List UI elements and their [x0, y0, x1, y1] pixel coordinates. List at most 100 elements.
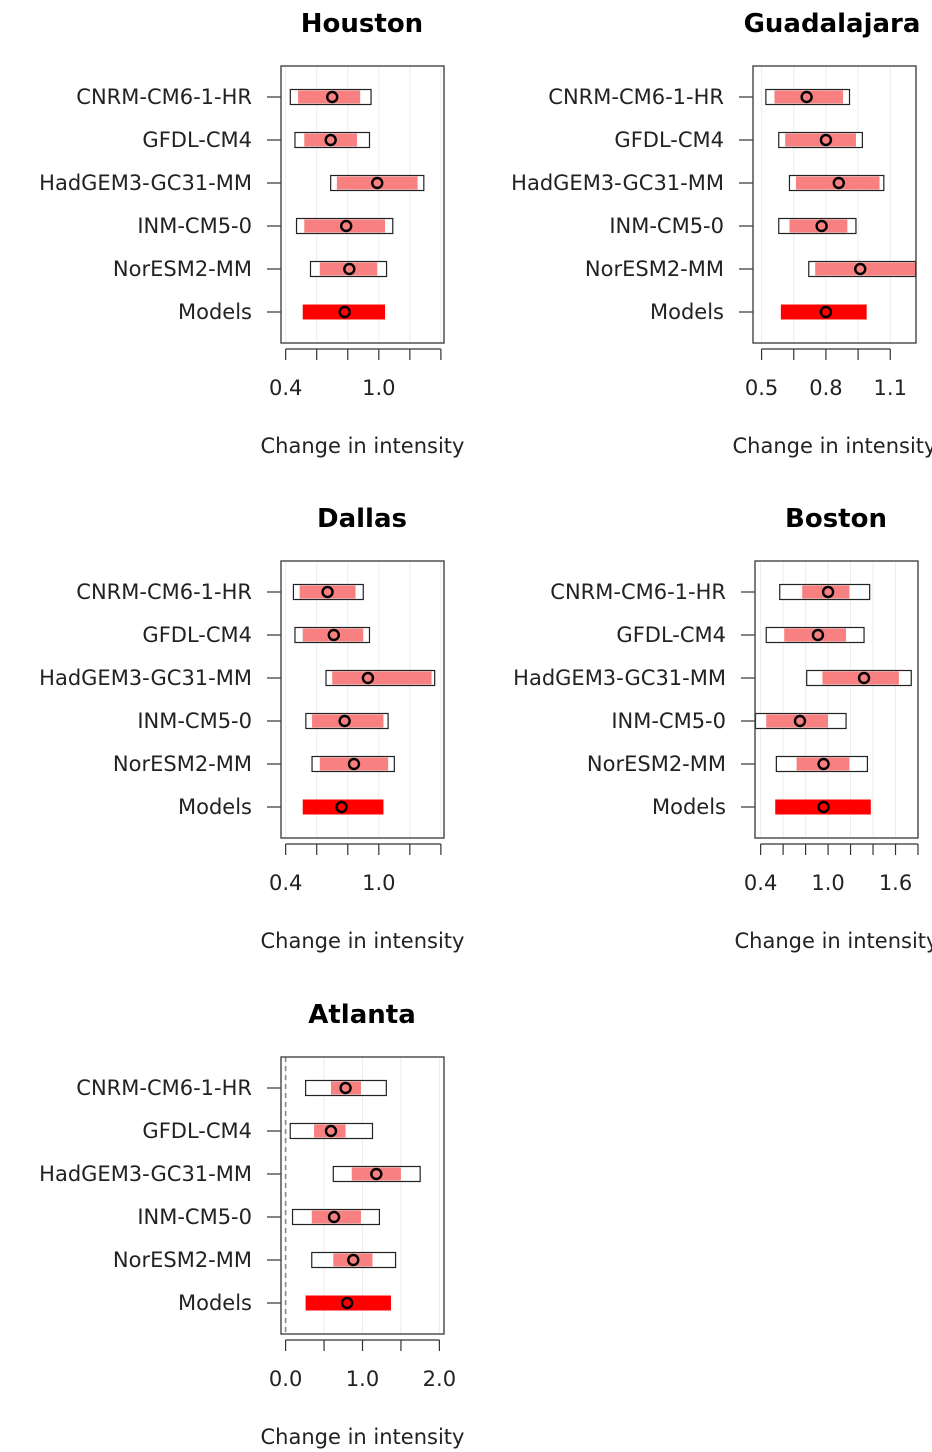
inner-interval [351, 1167, 401, 1181]
plot-frame [752, 65, 917, 344]
best-estimate-point [857, 671, 871, 685]
best-estimate-point [361, 671, 375, 685]
category-label: GFDL-CM4 [614, 128, 724, 152]
category-label: GFDL-CM4 [142, 128, 252, 152]
inner-interval [304, 219, 386, 233]
inner-interval [766, 714, 829, 728]
x-tick-label: 2.0 [423, 1367, 456, 1391]
best-estimate-point [340, 219, 353, 233]
category-label: INM-CM5-0 [137, 1205, 252, 1229]
x-axis-label: Change in intensity [261, 434, 465, 458]
x-axis-label: Change in intensity [261, 1425, 465, 1449]
category-label: HadGEM3-GC31-MM [39, 171, 252, 195]
panel-title: Dallas [317, 504, 407, 534]
models-interval [780, 304, 867, 320]
best-estimate-point [335, 800, 348, 814]
models-interval [302, 304, 386, 320]
inner-interval [822, 671, 899, 685]
best-estimate-point [343, 262, 356, 276]
inner-interval [319, 262, 378, 276]
inner-interval [298, 90, 361, 104]
best-estimate-point [327, 628, 340, 642]
x-tick-label: 0.4 [269, 376, 302, 400]
category-label: INM-CM5-0 [609, 214, 724, 238]
category-label: Models [650, 300, 724, 324]
inner-interval [312, 714, 384, 728]
inner-interval [333, 1253, 373, 1267]
x-tick-label: 0.4 [744, 871, 777, 895]
plot-frame [280, 560, 445, 839]
category-label: HadGEM3-GC31-MM [511, 171, 724, 195]
inner-interval [784, 628, 847, 642]
plot-frame [280, 1056, 445, 1335]
best-estimate-point [832, 176, 845, 190]
category-label: CNRM-CM6-1-HR [550, 580, 726, 604]
panel-guadalajara: Guadalajara CNRM-CM6-1-HR GFDL-CM4 HadGEM3-… [511, 9, 932, 458]
models-interval [302, 799, 384, 815]
x-tick-label: 0.8 [809, 376, 842, 400]
panel-title: Houston [301, 9, 423, 39]
panel-dallas: Dallas CNRM-CM6-1-HR GFDL-CM4 HadGEM3-GC31-… [39, 504, 464, 953]
best-estimate-point [370, 1167, 383, 1181]
category-label: HadGEM3-GC31-MM [513, 666, 726, 690]
best-estimate-point [821, 585, 835, 599]
category-label: Models [178, 300, 252, 324]
x-tick-label: 1.0 [362, 376, 395, 400]
best-estimate-point [326, 90, 339, 104]
plot-frame [754, 560, 919, 839]
panel-title: Boston [785, 504, 887, 534]
inner-interval [332, 671, 432, 685]
category-label: Models [178, 1291, 252, 1315]
panel-houston: Houston CNRM-CM6-1-HR GFDL-CM4 HadGEM3-GC31… [39, 9, 464, 458]
inner-interval [302, 628, 364, 642]
inner-interval [774, 90, 844, 104]
best-estimate-point [338, 305, 351, 319]
x-tick-label: 0.4 [269, 871, 302, 895]
models-interval [775, 799, 871, 815]
inner-interval [304, 133, 358, 147]
x-tick-label: 1.0 [346, 1367, 379, 1391]
inner-interval [319, 757, 389, 771]
best-estimate-point [793, 714, 807, 728]
inner-interval [299, 585, 356, 599]
category-label: NorESM2-MM [587, 752, 726, 776]
category-label: CNRM-CM6-1-HR [548, 85, 724, 109]
best-estimate-point [371, 176, 384, 190]
best-estimate-point [817, 800, 830, 814]
inner-interval [796, 757, 850, 771]
category-label: INM-CM5-0 [137, 709, 252, 733]
category-label: NorESM2-MM [113, 752, 252, 776]
best-estimate-point [340, 1296, 354, 1310]
x-tick-label: 0.0 [269, 1367, 302, 1391]
category-label: CNRM-CM6-1-HR [76, 85, 252, 109]
x-tick-label: 0.5 [745, 376, 778, 400]
category-label: Models [652, 795, 726, 819]
category-label: GFDL-CM4 [142, 623, 252, 647]
inner-interval [802, 585, 850, 599]
x-tick-label: 1.6 [879, 871, 912, 895]
best-estimate-point [815, 219, 828, 233]
category-label: NorESM2-MM [113, 1248, 252, 1272]
x-tick-label: 1.1 [874, 376, 907, 400]
category-label: Models [178, 795, 252, 819]
best-estimate-point [800, 90, 813, 104]
best-estimate-point [321, 585, 334, 599]
best-estimate-point [347, 1253, 360, 1267]
plot-frame [280, 65, 445, 344]
x-tick-label: 1.0 [811, 871, 844, 895]
category-label: GFDL-CM4 [616, 623, 726, 647]
category-label: CNRM-CM6-1-HR [76, 1076, 252, 1100]
best-estimate-point [347, 757, 361, 771]
best-estimate-point [811, 628, 825, 642]
models-interval [305, 1295, 391, 1311]
inner-interval [314, 1124, 346, 1138]
best-estimate-point [327, 1210, 341, 1224]
category-label: NorESM2-MM [585, 257, 724, 281]
panel-title: Guadalajara [744, 9, 921, 39]
best-estimate-point [817, 757, 830, 771]
inner-interval [311, 1210, 361, 1224]
category-label: INM-CM5-0 [611, 709, 726, 733]
panel-title: Atlanta [308, 1000, 416, 1030]
best-estimate-point [324, 1124, 338, 1138]
